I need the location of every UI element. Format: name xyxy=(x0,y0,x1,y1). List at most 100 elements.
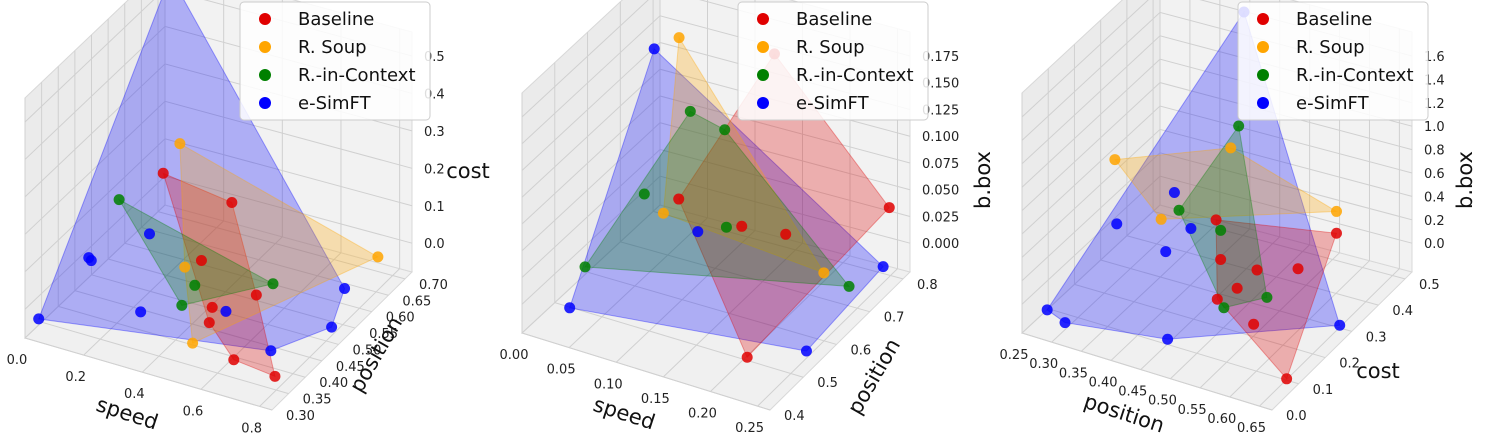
x-tick-label: 0.35 xyxy=(1059,366,1088,381)
y-tick-label: 0.1 xyxy=(1313,383,1334,398)
data-point xyxy=(85,255,97,267)
z-axis-label: b.box xyxy=(971,151,995,209)
data-point xyxy=(372,251,384,263)
x-tick-label: 0.2 xyxy=(65,370,86,385)
x-tick-label: 0.20 xyxy=(688,407,717,422)
data-point xyxy=(1215,224,1227,236)
grid-line xyxy=(620,241,870,313)
legend-label: R. Soup xyxy=(796,37,865,58)
data-point xyxy=(638,188,650,200)
data-point xyxy=(1225,142,1237,154)
legend-label: R.-in-Context xyxy=(298,65,416,86)
y-tick-label: 0.30 xyxy=(286,409,315,424)
legend: Baseline R. Soup R.-in-Context e-SimFT xyxy=(737,1,929,121)
data-point xyxy=(203,317,215,329)
data-point xyxy=(657,207,669,219)
hull-e-SimFT xyxy=(38,0,346,352)
grid-line xyxy=(157,211,406,280)
z-tick-label: 1.6 xyxy=(1424,50,1445,65)
grid-line xyxy=(1199,252,1340,389)
y-tick-label: 0.5 xyxy=(817,376,838,391)
grid-line xyxy=(1021,82,1413,211)
grid-line xyxy=(521,332,771,411)
y-tick-label: 0.4 xyxy=(1392,304,1413,319)
z-axis-label: b.box xyxy=(1453,151,1477,209)
data-point xyxy=(818,267,830,279)
data-point xyxy=(1109,154,1121,166)
legend-label: Baseline xyxy=(298,9,374,30)
legend-marker xyxy=(1257,41,1269,53)
y-tick-label: 0.4 xyxy=(784,409,805,424)
grid-line xyxy=(615,230,756,363)
data-point xyxy=(135,306,147,318)
grid-line xyxy=(663,242,803,378)
grid-line xyxy=(1021,175,1413,305)
x-tick-label: 0.30 xyxy=(1029,357,1058,372)
legend-label: R. Soup xyxy=(1296,37,1365,58)
grid-line xyxy=(41,321,289,395)
legend-label: R.-in-Context xyxy=(1296,65,1414,86)
z-axis-label: cost xyxy=(446,159,490,183)
legend-marker xyxy=(259,13,271,25)
grid-line xyxy=(1081,220,1221,352)
chart-panel-3: 0.250.300.350.400.450.500.550.600.65 0.0 0… xyxy=(1000,0,1477,438)
y-tick-label: 0.55 xyxy=(369,327,398,342)
z-tick-label: 0.0 xyxy=(1424,237,1445,252)
x-tick-label: 0.25 xyxy=(735,421,764,436)
grid-line xyxy=(1021,105,1413,235)
data-point xyxy=(1155,213,1167,225)
data-point xyxy=(719,124,731,136)
z-tick-label: 0.8 xyxy=(1424,144,1445,159)
grid-line xyxy=(1140,236,1281,370)
data-point xyxy=(780,228,792,240)
grid-line xyxy=(1074,283,1326,359)
y-tick-label: 0.40 xyxy=(319,376,348,391)
y-tick-label: 0.70 xyxy=(419,278,448,293)
data-point xyxy=(113,194,125,206)
grid-line xyxy=(1021,332,1273,411)
z-tick-label: 0.100 xyxy=(922,130,959,145)
grid-line xyxy=(521,148,911,278)
data-point xyxy=(1330,227,1342,239)
grid-line xyxy=(1229,260,1370,398)
grid-line xyxy=(521,95,911,225)
legend-label: e-SimFT xyxy=(1296,93,1370,114)
data-point xyxy=(176,299,188,311)
data-point xyxy=(267,278,279,290)
z-tick-label: 0.150 xyxy=(922,77,959,92)
z-tick-label: 0.125 xyxy=(922,103,959,118)
x-tick-label: 0.40 xyxy=(1089,375,1118,390)
data-point xyxy=(1281,373,1293,385)
data-point xyxy=(226,197,238,209)
point-layer xyxy=(1041,6,1346,385)
z-tick-label: 1.0 xyxy=(1424,120,1445,135)
legend-label: e-SimFT xyxy=(298,93,372,114)
data-point xyxy=(1215,253,1227,265)
data-point xyxy=(1261,291,1273,303)
point-layer xyxy=(33,138,384,382)
data-point xyxy=(1059,317,1071,329)
grid-line xyxy=(1021,128,1413,258)
data-point xyxy=(1160,246,1172,258)
data-point xyxy=(187,337,199,349)
data-point xyxy=(189,279,201,291)
data-point xyxy=(339,283,351,295)
y-tick-label: 0.65 xyxy=(402,294,431,309)
legend-marker xyxy=(259,41,271,53)
x-tick-label: 0.05 xyxy=(547,363,576,378)
legend-marker xyxy=(1257,69,1269,81)
data-point xyxy=(206,301,218,313)
legend-marker xyxy=(1257,97,1269,109)
grid-line xyxy=(757,268,898,407)
z-tick-label: 1.2 xyxy=(1424,97,1445,112)
legend-marker xyxy=(259,97,271,109)
grid-line xyxy=(521,204,661,334)
data-point xyxy=(1334,319,1346,331)
legend-marker xyxy=(259,69,271,81)
grid-line xyxy=(521,175,911,305)
grid-line xyxy=(24,100,413,235)
data-point xyxy=(1168,186,1180,198)
data-point xyxy=(883,202,895,214)
grid-line xyxy=(74,290,323,362)
